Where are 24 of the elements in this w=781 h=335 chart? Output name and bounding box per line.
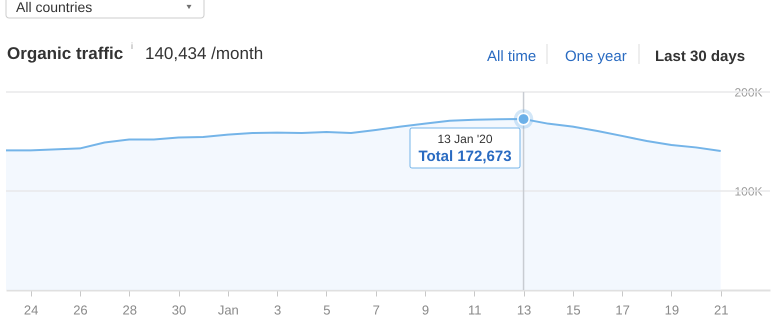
x-tick-label: 7 xyxy=(372,302,380,318)
chart-subtitle: 140,434 /month xyxy=(145,44,264,63)
x-tick-label: 24 xyxy=(24,302,38,318)
x-tick-label: 19 xyxy=(664,302,680,318)
x-tick-label: 5 xyxy=(323,302,331,318)
x-tick-label: 9 xyxy=(422,302,430,318)
x-tick-label: Jan xyxy=(218,302,239,318)
x-tick-label: 15 xyxy=(566,302,581,318)
x-tick-label: 3 xyxy=(274,302,282,318)
x-tick-label: 21 xyxy=(714,302,728,318)
text: i xyxy=(131,41,133,51)
text: Last 30 days xyxy=(655,48,746,65)
text: All countries xyxy=(16,0,92,15)
x-tick-label: 11 xyxy=(468,302,482,318)
annotation: Total 172,673 xyxy=(418,148,512,165)
x-tick-label: 30 xyxy=(172,302,186,318)
x-tick-label: 13 xyxy=(516,302,532,318)
annotation: 13 Jan '20 xyxy=(437,132,493,146)
x-tick-label: 17 xyxy=(615,302,630,318)
chart-title: Organic traffic xyxy=(7,44,124,63)
x-tick-label: 28 xyxy=(122,302,137,318)
text: One year xyxy=(565,48,627,65)
x-tick-label: 26 xyxy=(73,302,88,318)
text: All time xyxy=(487,48,536,65)
